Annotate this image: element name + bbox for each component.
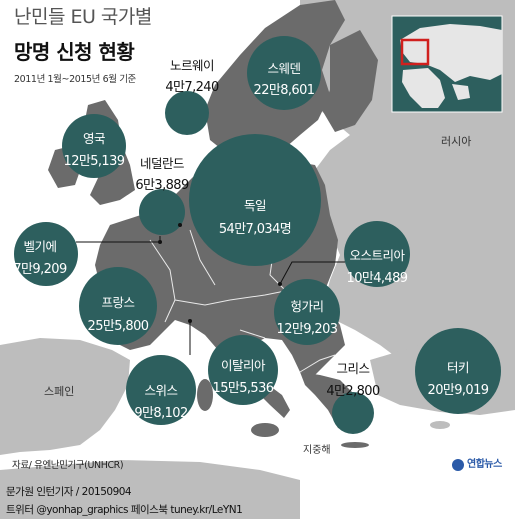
yonhap-logo-text: 연합뉴스 — [467, 459, 502, 470]
belgium-label: 벨기에 7만9,209 — [2, 236, 78, 277]
austria-value: 10만4,489 — [346, 271, 409, 286]
france-bubble — [79, 267, 157, 345]
hungary-bubble — [274, 279, 340, 345]
switzerland-name: 스위스 — [144, 383, 178, 398]
crete-landmass — [341, 442, 369, 448]
sweden-value: 22만8,601 — [253, 83, 316, 98]
austria-bubble — [344, 221, 410, 287]
greece-name: 그리스 — [336, 361, 370, 376]
sweden-label: 스웨덴 22만8,601 — [244, 58, 324, 98]
iberia-landmass — [0, 338, 130, 455]
austria-name: 오스트리아 — [349, 248, 405, 263]
hungary-label: 헝가리 12만9,203 — [267, 296, 347, 337]
switzerland-value: 9만8,102 — [134, 406, 188, 421]
greece-bubble — [332, 392, 374, 434]
italy-bubble — [208, 335, 278, 405]
cyprus-landmass — [430, 421, 450, 429]
credit-line2: 트위터 @yonhap_graphics 페이스북 tuney.kr/LeYN1 — [6, 504, 243, 516]
norway-bubble — [165, 91, 209, 135]
netherlands-label: 네덜란드 6만3,889 — [122, 153, 202, 193]
russia-label: 러시아 — [441, 135, 472, 148]
sicily-landmass — [251, 423, 279, 437]
netherlands-name: 네덜란드 — [139, 156, 185, 171]
belgium-name: 벨기에 — [23, 239, 57, 254]
netherlands-value: 6만3,889 — [135, 178, 189, 193]
finland-landmass — [322, 30, 378, 132]
italy-label: 이탈리아 15만5,536 — [203, 355, 283, 396]
norway-label: 노르웨이 4만7,240 — [152, 55, 232, 95]
source-note: 자료/ 유엔난민기구(UNHCR) — [12, 460, 124, 471]
germany-name: 독일 — [243, 198, 267, 213]
uk-name: 영국 — [82, 131, 106, 146]
sweden-name: 스웨덴 — [267, 61, 301, 76]
spain-label: 스페인 — [44, 385, 75, 398]
turkey-value: 20만9,019 — [427, 383, 490, 398]
hungary-value: 12만9,203 — [276, 322, 339, 337]
inset-focus-box — [400, 38, 430, 66]
north-africa-landmass — [0, 460, 300, 519]
inset-locator-map — [391, 15, 503, 113]
inset-land-africa — [402, 68, 445, 108]
credit-line1: 문가원 인턴기자 / 20150904 — [6, 486, 132, 498]
uk-label: 영국 12만5,139 — [54, 128, 134, 169]
country-bubbles — [14, 36, 501, 434]
netherlands-bubble — [139, 189, 185, 235]
greece-value: 4만2,800 — [326, 384, 380, 399]
turkey-label: 터키 20만9,019 — [415, 357, 501, 398]
italy-value: 15만5,536 — [212, 381, 275, 396]
germany-value: 54만7,034명 — [218, 222, 292, 237]
germany-label: 독일 54만7,034명 — [205, 195, 305, 237]
mediterranean-label: 지중해 — [303, 445, 331, 456]
period-note: 2011년 1월~2015년 6월 기준 — [14, 74, 136, 85]
belgium-value: 7만9,209 — [13, 262, 67, 277]
title-line1: 난민들 EU 국가별 — [14, 6, 152, 28]
sardinia-landmass — [197, 379, 213, 411]
france-value: 25만5,800 — [87, 319, 150, 334]
uk-value: 12만5,139 — [63, 154, 126, 169]
logo-mark — [452, 459, 464, 471]
italy-name: 이탈리아 — [220, 358, 266, 373]
austria-label: 오스트리아 10만4,489 — [335, 245, 419, 286]
inset-land-arabia — [452, 84, 470, 100]
germany-bubble — [189, 134, 321, 266]
greece-label: 그리스 4만2,800 — [313, 358, 393, 399]
leader-dots — [158, 223, 282, 323]
france-name: 프랑스 — [101, 295, 135, 310]
inset-land-eurasia — [400, 24, 502, 82]
turkey-bubble — [415, 328, 501, 414]
hungary-name: 헝가리 — [290, 299, 324, 314]
uk-bubble — [62, 114, 126, 178]
france-label: 프랑스 25만5,800 — [78, 292, 158, 334]
norway-value: 4만7,240 — [165, 80, 219, 95]
norway-name: 노르웨이 — [169, 58, 215, 73]
belgium-bubble — [14, 222, 78, 286]
title-line2: 망명 신청 현황 — [14, 40, 135, 64]
sweden-bubble — [247, 36, 321, 110]
switzerland-label: 스위스 9만8,102 — [121, 380, 201, 421]
turkey-name: 터키 — [446, 360, 470, 375]
switzerland-bubble — [126, 355, 196, 425]
